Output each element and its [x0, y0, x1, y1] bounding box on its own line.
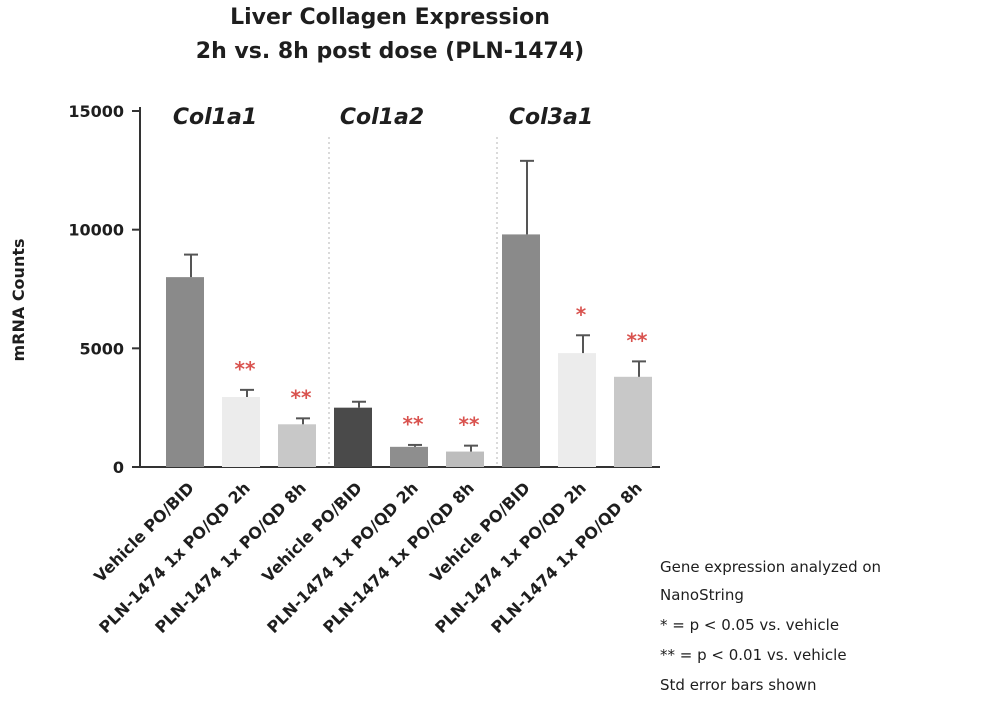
group-label-col3a1: Col3a1: [509, 105, 593, 130]
bar-col1a2-3-sig-marker: **: [459, 413, 480, 437]
bar-col1a2-1-category-label: Vehicle PO/BID: [258, 478, 366, 586]
bar-col1a2-2: [390, 446, 428, 467]
note-line-3: * = p < 0.05 vs. vehicle: [660, 616, 840, 634]
bar-col1a1-2-sig-marker: **: [235, 357, 256, 381]
bar-col3a1-1-category-label: Vehicle PO/BID: [426, 478, 534, 586]
bar-col1a1-1: [166, 277, 204, 467]
bar-col3a1-2: [558, 353, 596, 467]
bar-col1a1-3-sig-marker: **: [291, 385, 312, 409]
y-tick-label-10000: 10000: [68, 221, 124, 240]
bar-col3a1-3: [614, 376, 652, 467]
note-line-4: ** = p < 0.01 vs. vehicle: [660, 646, 847, 664]
group-label-col1a1: Col1a1: [173, 105, 257, 130]
bar-col3a1-1: [502, 234, 540, 467]
bars-layer: [166, 159, 652, 467]
y-tick-label-15000: 15000: [68, 102, 124, 121]
chart-title-line-1: Liver Collagen Expression: [230, 5, 550, 30]
note-line-5: Std error bars shown: [660, 676, 817, 694]
bar-col1a2-2-sig-marker: **: [403, 412, 424, 436]
y-axis-label: mRNA Counts: [9, 238, 28, 361]
y-tick-label-5000: 5000: [79, 339, 124, 358]
bar-col1a1-1-category-label: Vehicle PO/BID: [90, 478, 198, 586]
bar-col3a1-2-sig-marker: *: [576, 302, 587, 326]
group-label-col1a2: Col1a2: [340, 105, 424, 130]
note-line-2: NanoString: [660, 586, 744, 604]
chart-title-line-2: 2h vs. 8h post dose (PLN-1474): [196, 39, 584, 64]
note-line-1: Gene expression analyzed on: [660, 558, 882, 576]
bar-col1a1-2: [222, 396, 260, 467]
y-tick-label-0: 0: [113, 458, 124, 477]
bar-col1a2-3: [446, 451, 484, 467]
bar-col1a2-1: [334, 407, 372, 467]
bar-col1a1-3: [278, 424, 316, 467]
bar-col3a1-3-sig-marker: **: [627, 328, 648, 352]
